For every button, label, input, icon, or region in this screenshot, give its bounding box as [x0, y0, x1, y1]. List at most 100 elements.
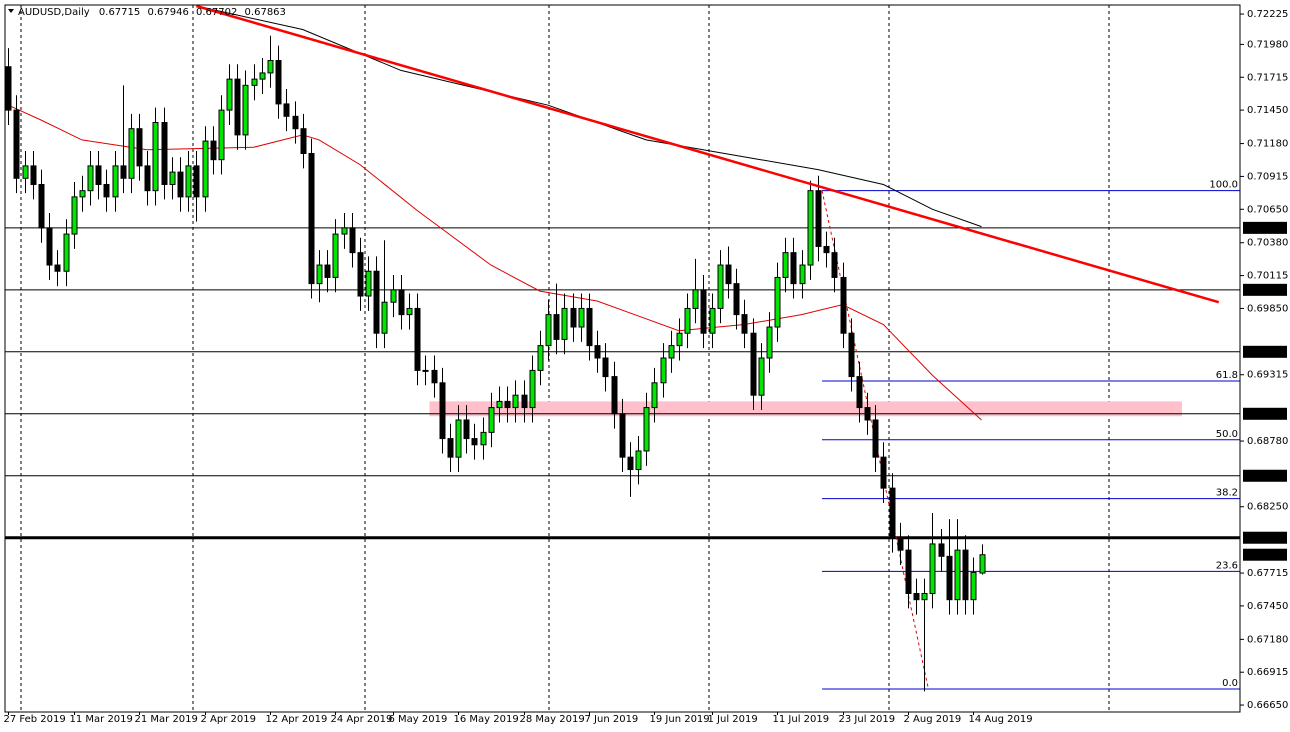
- level-label: 0.69500: [1246, 347, 1287, 358]
- candle-body: [381, 301, 388, 334]
- candle-body: [807, 190, 814, 266]
- candle-body: [741, 314, 748, 334]
- candle-body: [684, 307, 691, 334]
- candle-body: [308, 152, 315, 285]
- x-tick-label: 23 Jul 2019: [839, 714, 896, 725]
- candle-body: [324, 264, 331, 278]
- candle-body: [136, 128, 143, 167]
- fib-label: 0.0: [1222, 678, 1238, 689]
- candle-body: [471, 438, 478, 446]
- zone: [429, 401, 1182, 417]
- candle-body: [210, 140, 217, 161]
- candle-body: [128, 128, 135, 179]
- x-tick-label: 27 Feb 2019: [4, 714, 66, 725]
- candle-body: [545, 314, 552, 347]
- candle-body: [161, 122, 168, 185]
- candle-body: [120, 165, 127, 179]
- y-tick-label: 0.71180: [1247, 139, 1288, 150]
- y-tick-label: 0.67715: [1247, 568, 1288, 579]
- menu-arrow[interactable]: [8, 9, 14, 13]
- x-tick-label: 11 Jul 2019: [773, 714, 830, 725]
- candle-body: [242, 84, 249, 136]
- candle-body: [692, 289, 699, 309]
- candle-body: [431, 369, 438, 384]
- candle-body: [889, 487, 896, 539]
- y-tick-label: 0.70915: [1247, 171, 1288, 182]
- candle-body: [152, 122, 159, 192]
- candle-body: [463, 419, 470, 440]
- candle-body: [856, 376, 863, 409]
- fib-label: 100.0: [1209, 180, 1238, 191]
- candle-body: [480, 431, 487, 446]
- x-tick-label: 28 May 2019: [520, 714, 585, 725]
- candle-body: [365, 270, 372, 297]
- candle-body: [185, 165, 192, 198]
- candle-body: [602, 357, 609, 378]
- level-label: 0.68000: [1246, 533, 1287, 544]
- candle-body: [169, 171, 176, 185]
- candle-body: [561, 307, 568, 340]
- candle-body: [373, 270, 380, 334]
- candle-body: [341, 227, 348, 235]
- candle-body: [929, 543, 936, 595]
- candle-body: [5, 66, 12, 111]
- candle-body: [651, 382, 658, 409]
- candle-body: [766, 326, 773, 359]
- level-box: [1243, 531, 1287, 544]
- y-tick-label: 0.68250: [1247, 502, 1288, 513]
- candle-body: [234, 78, 241, 136]
- candle-body: [709, 307, 716, 334]
- last-low: 0.67702: [196, 7, 237, 18]
- x-tick-label: 2 Apr 2019: [201, 714, 256, 725]
- candle-body: [799, 264, 806, 285]
- candle-body: [962, 549, 969, 601]
- y-tick-label: 0.67450: [1247, 601, 1288, 612]
- candle-body: [864, 407, 871, 421]
- candle-body: [823, 245, 830, 254]
- candle-body: [398, 289, 405, 316]
- candle-body: [218, 109, 225, 161]
- candle-body: [570, 307, 577, 328]
- candle-body: [594, 345, 601, 359]
- candle-body: [643, 407, 650, 452]
- trendline: [196, 4, 1220, 304]
- candle-body: [54, 264, 61, 272]
- candle-body: [292, 115, 299, 130]
- candle-body: [880, 456, 887, 489]
- y-tick-label: 0.71980: [1247, 39, 1288, 50]
- candle-body: [921, 593, 928, 601]
- level-label: 0.68500: [1246, 471, 1287, 482]
- candle-body: [782, 252, 789, 278]
- candle-body: [193, 165, 200, 198]
- x-tick-label: 24 Apr 2019: [331, 714, 393, 725]
- candle-body: [512, 394, 519, 409]
- candle-body: [872, 419, 879, 458]
- y-tick-label: 0.68780: [1247, 436, 1288, 447]
- candle-body: [496, 400, 503, 409]
- candle-body: [79, 190, 86, 198]
- y-tick-label: 0.70380: [1247, 238, 1288, 249]
- candle-body: [13, 109, 20, 179]
- level-box: [1243, 407, 1287, 420]
- x-tick-label: 19 Jun 2019: [650, 714, 710, 725]
- plot-frame: [4, 4, 1241, 713]
- fib-label: 38.2: [1216, 488, 1238, 499]
- x-tick-label: 12 Apr 2019: [266, 714, 328, 725]
- y-tick-label: 0.72225: [1247, 9, 1288, 20]
- candle-body: [390, 289, 397, 303]
- candle-body: [316, 264, 323, 285]
- candle-body: [202, 140, 209, 198]
- x-tick-label: 2 Aug 2019: [904, 714, 962, 725]
- x-tick-label: 1 Jul 2019: [708, 714, 758, 725]
- candle-body: [717, 264, 724, 309]
- candle-body: [488, 407, 495, 433]
- level-label: 0.70500: [1246, 223, 1287, 234]
- candle-body: [144, 165, 151, 192]
- x-tick-label: 11 Mar 2019: [70, 714, 133, 725]
- candle-body: [790, 252, 797, 285]
- current-price-label: 0.67863: [1246, 550, 1287, 561]
- candle-body: [537, 345, 544, 371]
- candle-body: [938, 543, 945, 557]
